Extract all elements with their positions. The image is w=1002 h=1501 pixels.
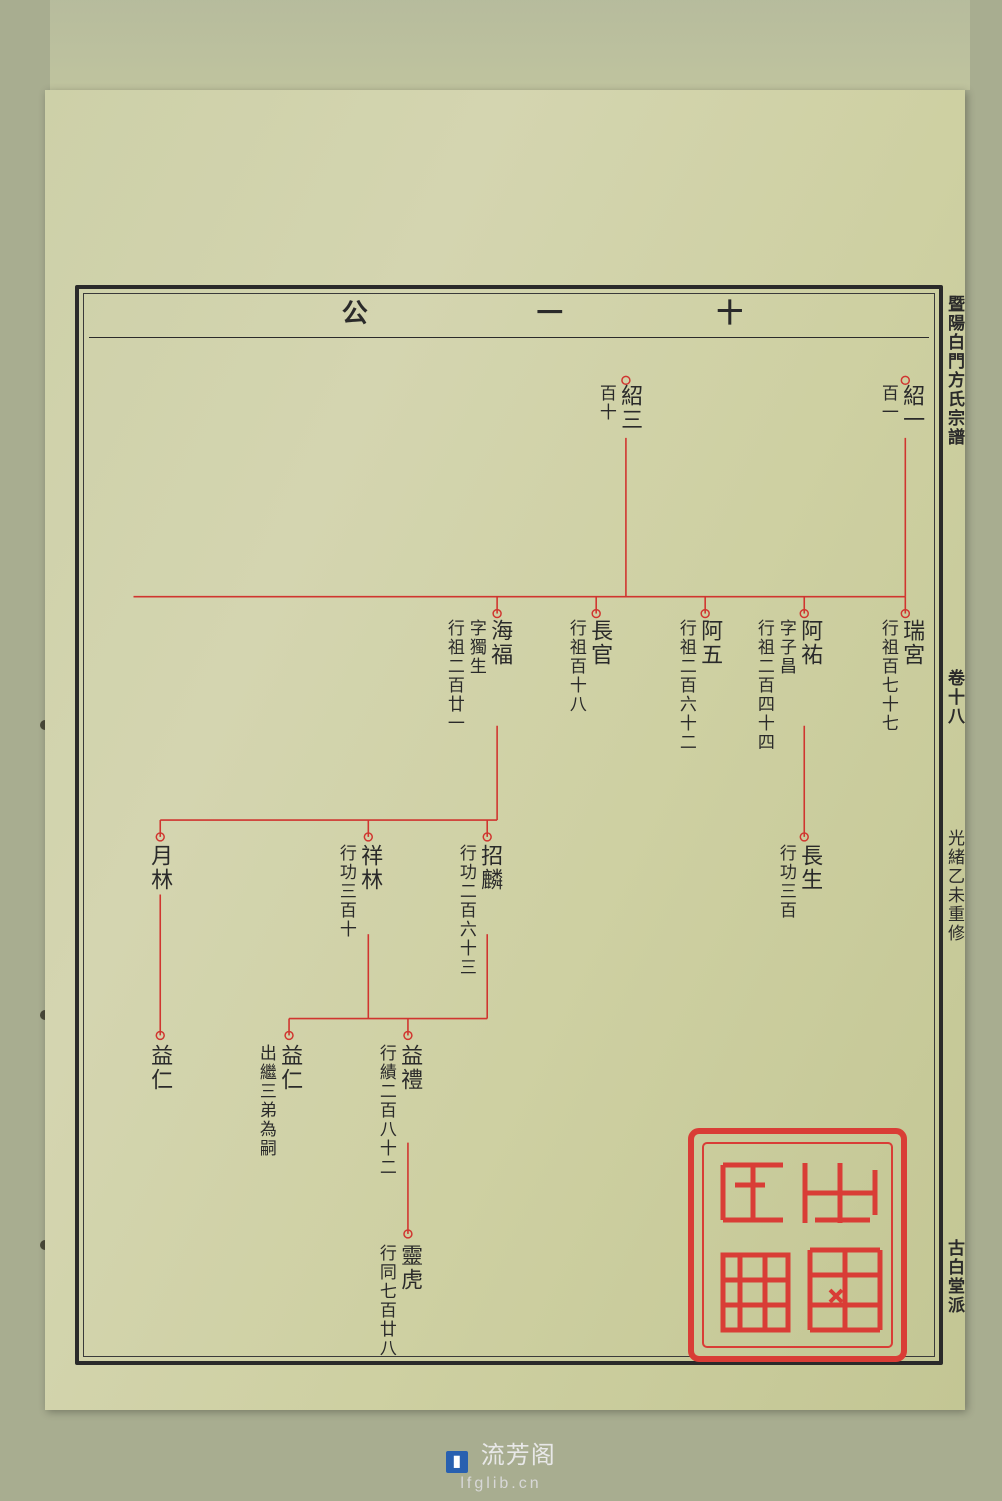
manuscript-page: 公 一 十 暨陽白門方氏宗譜 卷十八 光緒乙未重修 古白堂派 紹三百十 紹一百一海… — [45, 90, 965, 1410]
header-char: 公 — [339, 299, 366, 327]
person-name: 祥林 — [359, 844, 382, 892]
volume-number: 卷十八 — [945, 669, 963, 726]
person-name: 招麟 — [479, 844, 502, 892]
edition-note: 光緒乙未重修 — [945, 829, 963, 943]
brand-name: 流芳阁 — [481, 1442, 556, 1469]
person-rank: 行功三百十 — [337, 844, 355, 939]
person-name: 紹一 — [901, 384, 924, 432]
person-rank: 行功三百 — [777, 844, 795, 920]
person-rank: 行祖二百廿一 — [445, 619, 463, 733]
person-courtesy-name: 字獨生 — [467, 619, 485, 676]
person-rank: 出繼三弟為嗣 — [257, 1044, 275, 1158]
header-char: 一 — [534, 299, 561, 327]
person-rank: 行祖二百六十二 — [677, 619, 695, 752]
person-courtesy-name: 字子昌 — [777, 619, 795, 676]
person-name: 阿祐 — [799, 619, 822, 667]
person-rank: 行績二百八十二 — [377, 1044, 395, 1177]
person-name: 益仁 — [279, 1044, 302, 1092]
person-name: 海福 — [489, 619, 512, 667]
person-rank: 行功二百六十三 — [457, 844, 475, 977]
person-rank: 行同七百廿八 — [377, 1244, 395, 1358]
brand-url: lfglib.cn — [0, 1475, 1002, 1493]
branch-name: 古白堂派 — [945, 1239, 963, 1315]
watermark-footer: ▮ 流芳阁 lfglib.cn — [0, 1435, 1002, 1493]
person-name: 紹三 — [619, 384, 642, 432]
person-name: 益禮 — [399, 1044, 422, 1092]
adjacent-page-edge — [50, 0, 970, 90]
person-name: 阿五 — [699, 619, 722, 667]
person-name: 月林 — [149, 844, 172, 892]
person-courtesy-name: 百十 — [597, 384, 615, 422]
person-rank: 行祖百十八 — [567, 619, 585, 714]
header-char: 十 — [714, 299, 741, 327]
library-seal — [685, 1125, 910, 1365]
person-name: 益仁 — [149, 1044, 172, 1092]
person-name: 長官 — [589, 619, 612, 667]
person-name: 長生 — [799, 844, 822, 892]
person-name: 靈虎 — [399, 1244, 422, 1292]
person-name: 瑞宮 — [901, 619, 924, 667]
person-courtesy-name: 百一 — [879, 384, 897, 422]
book-icon: ▮ — [446, 1451, 468, 1473]
person-rank: 行祖百七十七 — [879, 619, 897, 733]
person-rank: 行祖二百四十四 — [755, 619, 773, 752]
header-rule — [89, 337, 929, 338]
book-title: 暨陽白門方氏宗譜 — [945, 295, 963, 447]
